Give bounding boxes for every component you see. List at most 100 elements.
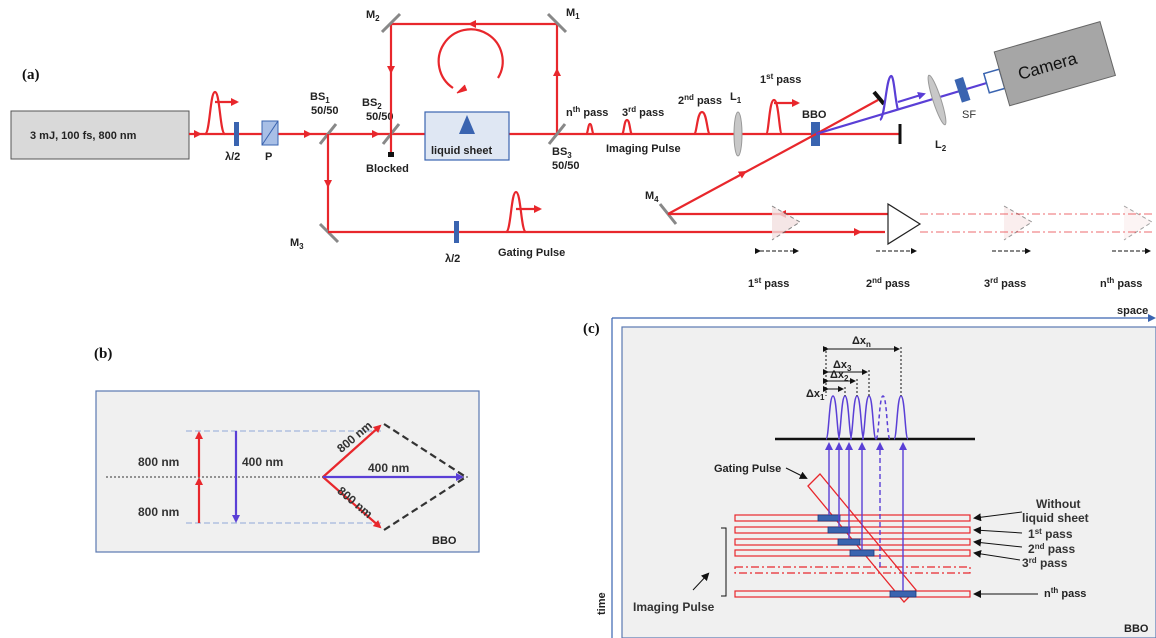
p3-sup: rd: [1029, 556, 1037, 565]
overlap-3: [849, 549, 875, 557]
p1-tail: pass: [1042, 527, 1073, 541]
svg-text:M4: M4: [645, 190, 659, 204]
overlap-1: [827, 526, 851, 534]
second-pass-pulse: [692, 110, 712, 136]
sf-label: SF: [962, 109, 976, 121]
bs3-ratio: 50/50: [552, 160, 580, 172]
svg-text:1st pass: 1st pass: [1028, 527, 1073, 541]
m2-sub: 2: [375, 14, 380, 23]
beam-dump-upper: [872, 90, 886, 106]
dx1-sub: 1: [820, 393, 825, 402]
bbo-panel-c-box: [621, 326, 1156, 638]
svg-text:3rd pass: 3rd pass: [622, 105, 664, 119]
svg-text:Δx1: Δx1: [806, 388, 825, 402]
bar-pass-dashed: [734, 566, 971, 574]
delay-3-sup: rd: [990, 276, 998, 285]
third-pass-n: 3: [622, 107, 628, 119]
delay-1-n: 1: [748, 278, 754, 290]
bbo-label: BBO: [802, 109, 827, 121]
m1-name: M: [566, 7, 575, 19]
l2-sub: 2: [942, 144, 947, 153]
space-axis-label: space: [1117, 305, 1148, 317]
delay-3-n: 3: [984, 278, 990, 290]
diag-arrow-800-lower: [322, 476, 382, 529]
m3-name: M: [290, 237, 299, 249]
shg-pulse-dashed: [875, 395, 891, 440]
svg-text:BS1: BS1: [310, 91, 330, 105]
panel-c-label: (c): [583, 321, 600, 337]
delay-prism-n: [1123, 205, 1153, 241]
liquid-sheet-label: liquid sheet: [431, 145, 492, 157]
svg-text:nth pass: nth pass: [1044, 586, 1086, 600]
without-label-1: Without: [1036, 497, 1081, 511]
laser-label: 3 mJ, 100 fs, 800 nm: [30, 130, 137, 142]
dx1-name: Δx: [806, 388, 821, 400]
dashed-upper-side: [383, 423, 467, 478]
lens-l1: [733, 111, 743, 157]
half-wave-2-label: λ/2: [445, 253, 460, 265]
m4-name: M: [645, 190, 654, 202]
svg-text:BS2: BS2: [362, 97, 382, 111]
beamsplitter-3: [547, 123, 567, 145]
red-out-beam: [815, 99, 879, 135]
second-pass-tail: pass: [694, 95, 722, 107]
second-pass-sup: nd: [684, 93, 694, 102]
l1-sub: 1: [737, 96, 742, 105]
panel-b: (b) 800 nm 800 nm 400 nm 800 nm 400 nm 8…: [94, 346, 480, 553]
svg-text:Δx3: Δx3: [833, 359, 852, 373]
third-pass-tail: pass: [636, 107, 664, 119]
half-wave-plate-1: [234, 122, 239, 146]
circulation-arrow: [437, 28, 504, 89]
panel-b-label: (b): [94, 346, 112, 362]
dx3-name: Δx: [833, 359, 848, 371]
p3-tail: pass: [1037, 556, 1068, 570]
bs1-sub: 1: [325, 96, 330, 105]
bar-pass-n: [734, 590, 971, 598]
bbo-panel-box: [95, 390, 480, 553]
polarizer-label: P: [265, 151, 272, 163]
delay-prism-3: [1003, 205, 1033, 241]
diag-400-label: 400 nm: [368, 461, 409, 475]
dxn-sub: n: [866, 340, 871, 349]
pn-n: n: [1044, 588, 1051, 600]
svg-text:M1: M1: [566, 7, 580, 21]
nth-pass-sup: th: [573, 105, 581, 114]
bs2-name: BS: [362, 97, 377, 109]
delay-1-tail: pass: [761, 278, 789, 290]
delay-2-sup: nd: [872, 276, 882, 285]
p1-sup: st: [1035, 527, 1042, 536]
svg-text:nth pass: nth pass: [566, 105, 608, 119]
gating-pulse-c-label: Gating Pulse: [714, 463, 781, 475]
beam-block: [388, 152, 394, 157]
l2-name: L: [935, 139, 942, 151]
p1-n: 1: [1028, 527, 1035, 541]
p3-n: 3: [1022, 556, 1029, 570]
m2-name: M: [366, 9, 375, 21]
dxn-name: Δx: [852, 335, 867, 347]
m4-sub: 4: [654, 195, 659, 204]
imaging-bracket: [721, 527, 727, 597]
m1-sub: 1: [575, 12, 580, 21]
svg-text:nth pass: nth pass: [1100, 276, 1142, 290]
imaging-pulse-label: Imaging Pulse: [606, 143, 681, 155]
overlap-0: [817, 514, 841, 522]
shg-pulse-0: [825, 395, 841, 440]
delay-n-sup: th: [1107, 276, 1115, 285]
l1-name: L: [730, 91, 737, 103]
half-wave-plate-2: [454, 221, 459, 243]
svg-text:2nd pass: 2nd pass: [1028, 542, 1075, 556]
bs3-sub: 3: [567, 151, 572, 160]
input-pulse-icon: [203, 90, 227, 136]
imaging-pulse-c-label: Imaging Pulse: [633, 600, 715, 614]
delay-2-n: 2: [866, 278, 872, 290]
svg-text:BS3: BS3: [552, 146, 572, 160]
blocked-label: Blocked: [366, 163, 409, 175]
half-wave-1-label: λ/2: [225, 151, 240, 163]
first-pass-sup: st: [766, 72, 773, 81]
delay-prism-1: [771, 205, 801, 241]
liquid-sheet-nozzle: [459, 115, 475, 134]
svg-text:Δxn: Δxn: [852, 335, 871, 349]
delay-2-tail: pass: [882, 278, 910, 290]
svg-text:L1: L1: [730, 91, 742, 105]
bar-without-sheet: [734, 514, 971, 522]
